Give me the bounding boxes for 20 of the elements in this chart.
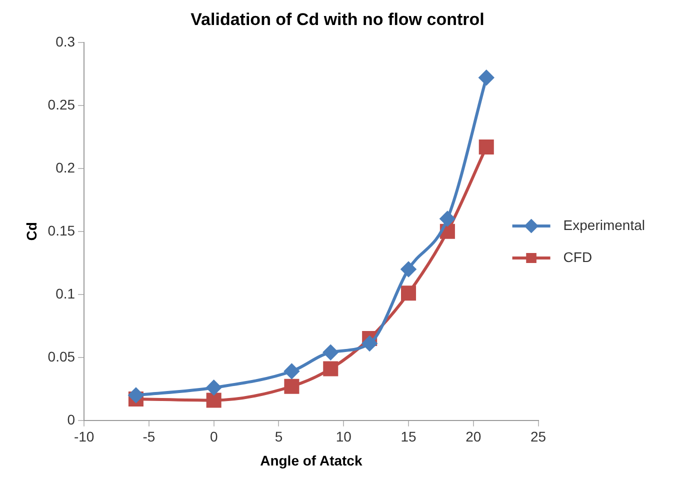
x-tick-label: 10 — [336, 428, 352, 445]
x-tick-label: 20 — [466, 428, 482, 445]
x-tick-label: -5 — [142, 428, 156, 445]
legend-label: Experimental — [563, 216, 645, 233]
y-tick-label: 0.25 — [48, 96, 76, 112]
x-axis-title: Angle of Atatck — [260, 452, 362, 468]
y-tick-label: 0.1 — [56, 285, 76, 302]
chart-title: Validation of Cd with no flow control — [190, 10, 484, 29]
x-tick-label: 0 — [210, 428, 218, 445]
y-tick-label: 0.3 — [56, 33, 76, 50]
x-tick-label: -10 — [74, 428, 94, 445]
y-tick-label: 0.05 — [48, 348, 76, 364]
y-axis-title: Cd — [23, 222, 40, 241]
y-tick-label: 0.15 — [48, 222, 76, 238]
x-tick-label: 15 — [400, 428, 417, 445]
legend-label: CFD — [563, 248, 592, 265]
y-tick-label: 0 — [67, 411, 76, 428]
x-tick-label: 5 — [274, 428, 283, 445]
x-tick-label: 25 — [530, 428, 546, 445]
y-tick-label: 0.2 — [56, 159, 76, 176]
